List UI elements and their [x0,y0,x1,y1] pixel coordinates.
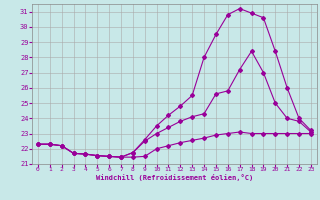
X-axis label: Windchill (Refroidissement éolien,°C): Windchill (Refroidissement éolien,°C) [96,174,253,181]
